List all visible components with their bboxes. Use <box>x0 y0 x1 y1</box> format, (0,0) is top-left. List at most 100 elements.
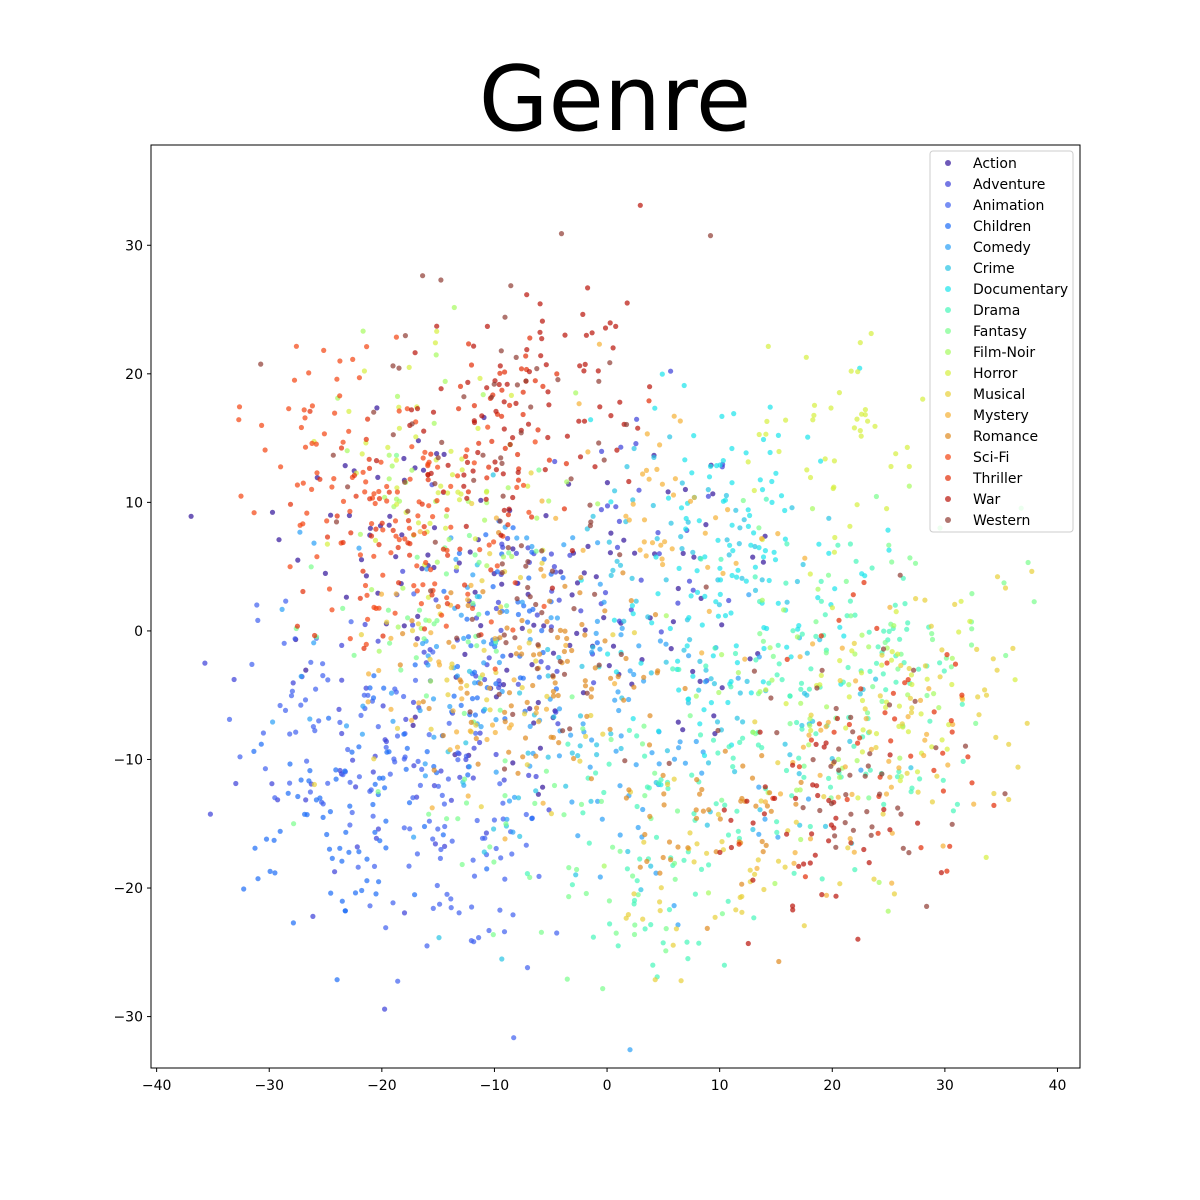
data-point <box>527 628 533 634</box>
data-point <box>647 713 653 719</box>
data-point <box>630 611 636 617</box>
data-point <box>345 484 351 490</box>
data-point <box>614 447 620 453</box>
data-point <box>907 555 913 561</box>
data-point <box>652 770 658 776</box>
data-point <box>426 503 432 509</box>
data-point <box>743 578 749 584</box>
data-point <box>488 567 494 573</box>
data-point <box>373 526 379 532</box>
data-point <box>465 591 471 597</box>
data-point <box>443 623 449 629</box>
data-point <box>580 690 587 696</box>
data-point <box>897 572 903 578</box>
data-point <box>699 786 705 793</box>
data-point <box>498 455 504 461</box>
data-point <box>693 738 699 745</box>
data-point <box>622 758 628 764</box>
data-point <box>761 886 767 893</box>
data-point <box>843 725 849 731</box>
data-point <box>455 757 461 763</box>
data-point <box>471 418 477 424</box>
data-point <box>439 792 445 799</box>
data-point <box>538 929 545 935</box>
data-point <box>306 778 312 784</box>
data-point <box>362 489 368 495</box>
data-point <box>461 472 467 478</box>
data-point <box>811 402 818 408</box>
data-point <box>769 677 775 683</box>
data-point <box>506 749 512 755</box>
data-point <box>429 592 435 598</box>
data-point <box>469 904 475 910</box>
x-tick-label: −10 <box>480 1078 510 1094</box>
data-point <box>554 930 560 936</box>
data-point <box>640 916 646 922</box>
data-point <box>971 801 977 807</box>
data-point <box>571 755 577 762</box>
data-point <box>357 595 363 601</box>
data-point <box>750 877 756 883</box>
data-point <box>432 481 438 487</box>
data-point <box>541 573 547 579</box>
data-point <box>528 470 534 476</box>
data-point <box>682 457 688 463</box>
data-point <box>493 408 499 414</box>
data-point <box>949 681 955 688</box>
data-point <box>582 361 588 367</box>
data-point <box>409 628 416 634</box>
data-point <box>757 689 763 695</box>
x-tick-label: −40 <box>142 1078 172 1094</box>
data-point <box>486 655 492 661</box>
data-point <box>592 665 598 671</box>
data-point <box>365 416 371 422</box>
data-point <box>906 850 912 856</box>
data-point <box>659 556 665 562</box>
data-point <box>617 562 624 568</box>
data-point <box>388 550 394 556</box>
data-point <box>492 729 498 736</box>
data-point <box>642 753 648 759</box>
data-point <box>468 362 475 368</box>
data-point <box>564 658 571 664</box>
data-point <box>850 827 857 833</box>
data-point <box>443 571 449 577</box>
series-western <box>258 231 1008 910</box>
data-point <box>480 589 486 595</box>
data-point <box>405 508 411 514</box>
data-point <box>382 1006 388 1012</box>
data-point <box>390 718 396 724</box>
data-point <box>526 369 533 375</box>
data-point <box>324 831 330 838</box>
data-point <box>679 546 685 552</box>
data-point <box>792 850 798 856</box>
data-point <box>471 745 477 751</box>
data-point <box>524 965 531 971</box>
data-point <box>678 505 685 511</box>
data-point <box>748 690 754 696</box>
data-point <box>613 930 619 936</box>
data-point <box>322 570 328 577</box>
data-point <box>475 425 481 431</box>
data-point <box>412 350 418 356</box>
data-point <box>566 894 572 900</box>
data-point <box>835 756 842 763</box>
data-point <box>991 802 997 809</box>
legend-marker <box>945 307 951 313</box>
legend-marker <box>945 202 951 208</box>
data-point <box>582 627 588 633</box>
data-point <box>851 849 857 855</box>
data-point <box>471 873 478 879</box>
data-point <box>415 438 421 444</box>
data-point <box>703 522 709 528</box>
data-point <box>660 854 666 861</box>
data-point <box>762 799 769 805</box>
data-point <box>515 795 522 801</box>
data-point <box>491 381 497 387</box>
data-point <box>652 405 658 411</box>
data-point <box>462 582 468 588</box>
data-point <box>555 692 561 699</box>
data-point <box>470 468 476 474</box>
data-point <box>693 693 699 699</box>
data-point <box>579 621 585 628</box>
